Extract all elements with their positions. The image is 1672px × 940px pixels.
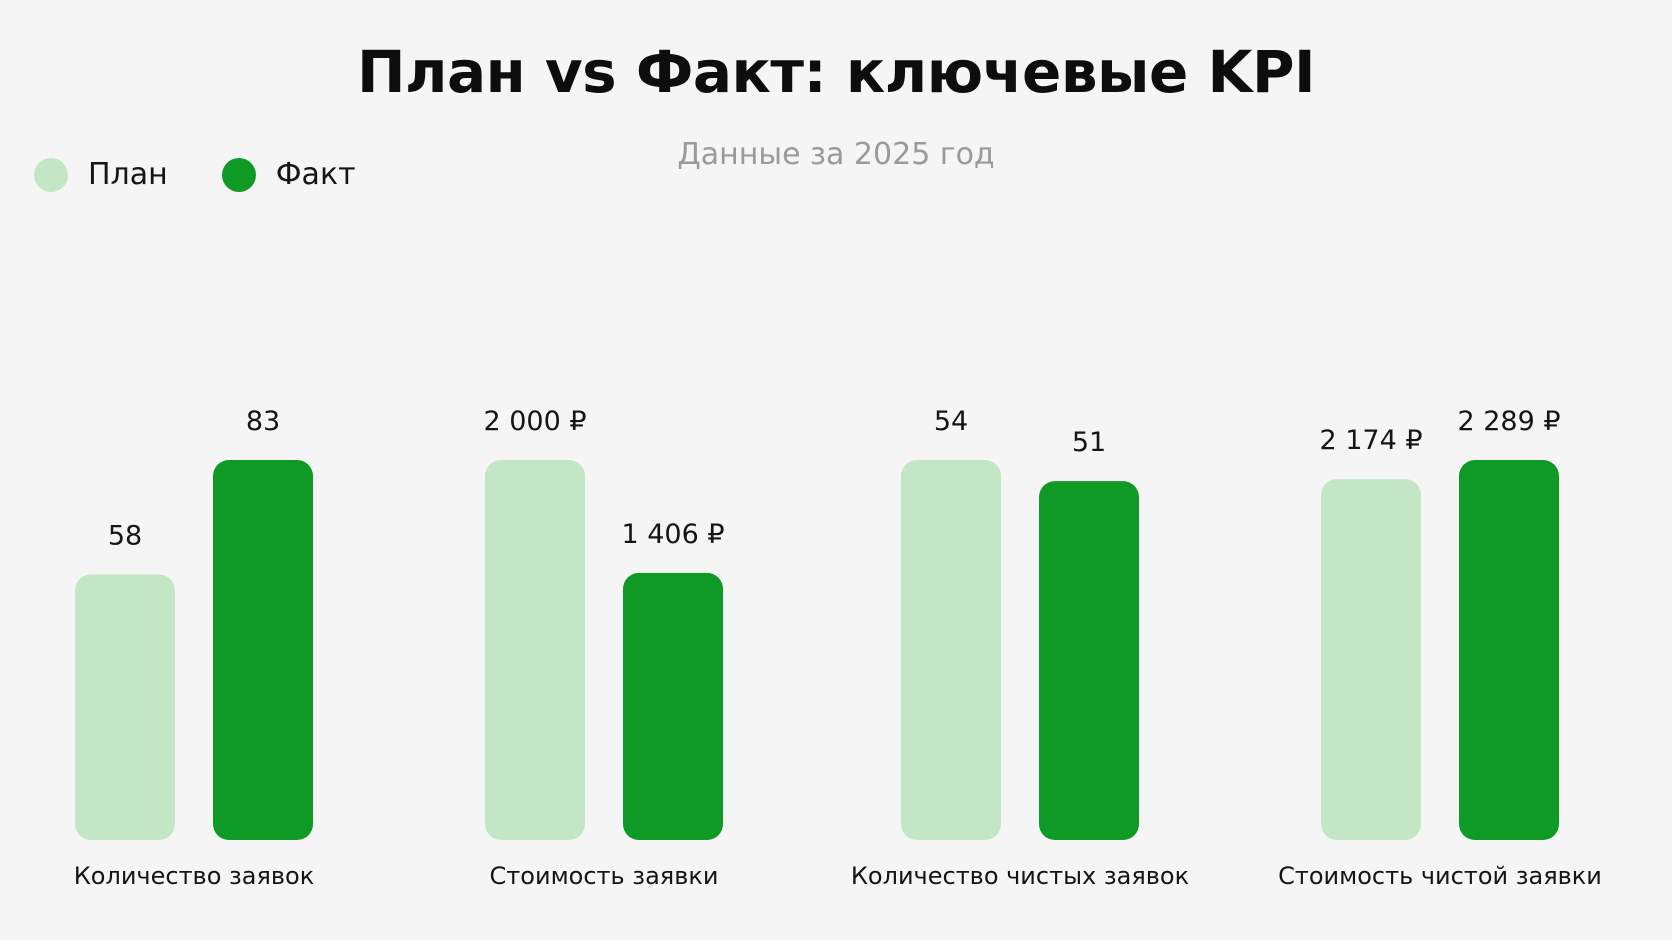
bar-group-3: 54 51 Количество чистых заявок [851,406,1189,890]
bar-fact-2 [623,572,723,840]
value-label-plan-1: 58 [108,520,142,551]
chart-title: План vs Факт: ключевые KPI [356,38,1316,106]
legend-swatch-plan [34,157,68,192]
legend-item-plan: План [34,157,168,192]
value-label-fact-4: 2 289 ₽ [1457,406,1560,437]
category-label-1: Количество заявок [74,862,314,890]
bar-fact-1 [213,460,313,840]
legend-label-fact: Факт [275,157,356,192]
value-label-fact-3: 51 [1072,427,1106,458]
legend-label-plan: План [88,157,168,192]
bar-group-4: 2 174 ₽ 2 289 ₽ Стоимость чистой заявки [1278,406,1602,890]
value-label-fact-2: 1 406 ₽ [621,519,724,550]
category-label-4: Стоимость чистой заявки [1278,862,1602,890]
bar-fact-4 [1459,460,1559,840]
category-label-2: Стоимость заявки [490,862,719,890]
bar-plan-4 [1321,479,1421,840]
bar-plan-2 [485,460,585,840]
bar-group-2: 2 000 ₽ 1 406 ₽ Стоимость заявки [483,406,724,890]
bar-plan-1 [75,574,175,840]
category-label-3: Количество чистых заявок [851,862,1189,890]
bar-plan-3 [901,460,1001,840]
value-label-plan-3: 54 [934,406,968,437]
chart-subtitle: Данные за 2025 год [677,137,995,172]
legend-swatch-fact [221,157,256,192]
bar-fact-3 [1039,481,1139,840]
value-label-plan-2: 2 000 ₽ [483,406,586,437]
value-label-fact-1: 83 [246,406,280,437]
value-label-plan-4: 2 174 ₽ [1319,425,1422,456]
legend-item-fact: Факт [221,157,356,192]
bar-group-1: 58 83 Количество заявок [74,406,314,890]
legend: План Факт [34,157,410,192]
